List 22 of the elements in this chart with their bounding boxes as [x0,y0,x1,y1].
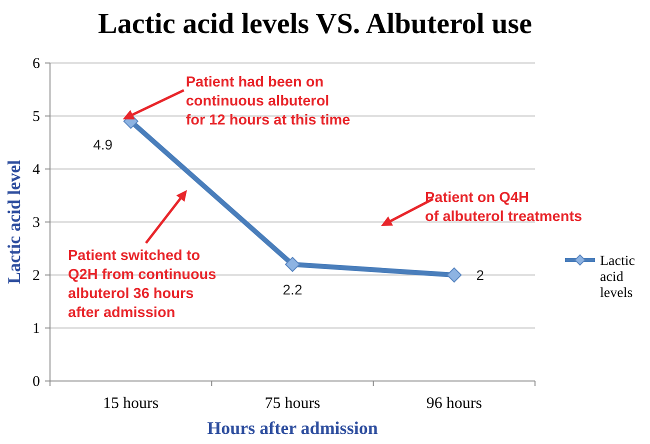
point [285,256,300,272]
y-axis-title: Lactic acid level [4,160,24,284]
chart-title: Lactic acid levels VS. Albuterol use [98,8,532,40]
y-tick-label: 6 [32,56,40,72]
y-tick-label: 4 [32,162,40,178]
x-tick-label: 75 hours [264,395,320,412]
annotation: Patient switched to Q2H from continuous albuterol 36 hours after admission [68,248,216,321]
y-tick-label: 1 [32,321,40,337]
x-tick-label: 15 hours [103,395,159,412]
data-label: 2.2 [282,281,302,298]
data-label: 4.9 [93,136,113,152]
legend-label: Lactic acid levels [600,254,635,301]
y-tick-label: 3 [32,215,40,231]
annotation: Patient on Q4H of albuterol treatments [425,190,582,225]
x-axis-title: Hours after admission [207,418,378,438]
y-tick-label: 0 [32,374,40,390]
data-label: 2 [476,267,484,283]
x-tick-label: 96 hours [426,395,482,412]
annotation: Patient had been on continuous albuterol for 12 hours at this time [186,74,350,128]
point [446,268,462,282]
y-tick-label: 5 [32,109,40,125]
y-tick-label: 2 [32,268,40,284]
